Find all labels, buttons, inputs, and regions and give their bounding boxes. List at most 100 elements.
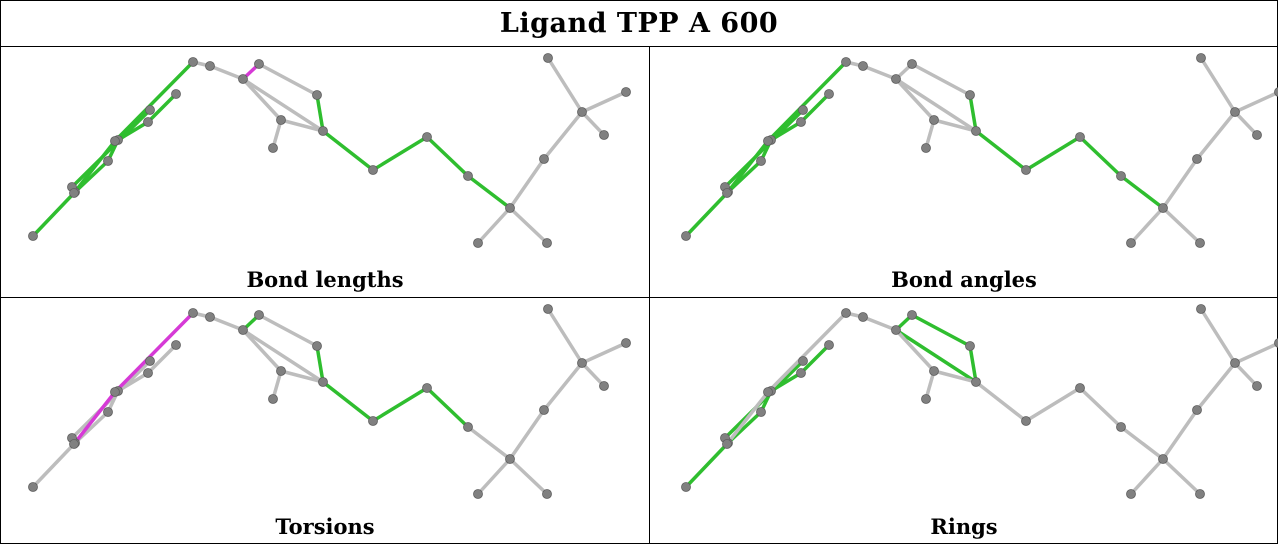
atom xyxy=(841,308,851,318)
atom xyxy=(599,381,609,391)
bond xyxy=(1119,174,1165,210)
bond xyxy=(766,60,848,143)
atom xyxy=(1158,203,1168,213)
bond xyxy=(371,135,429,172)
atom xyxy=(422,383,432,393)
bond xyxy=(31,190,77,238)
atom xyxy=(756,156,766,166)
bond xyxy=(1129,206,1165,245)
atom xyxy=(824,89,834,99)
atom xyxy=(722,439,732,449)
bond xyxy=(1119,425,1165,461)
molecule-diagram xyxy=(681,53,1278,248)
bond xyxy=(542,110,584,161)
atom xyxy=(1021,416,1031,426)
bond xyxy=(1161,408,1199,461)
atom xyxy=(145,356,155,366)
panel-label: Torsions xyxy=(275,514,375,539)
bond xyxy=(974,129,1028,172)
atom xyxy=(368,165,378,175)
bond xyxy=(72,139,117,195)
bond xyxy=(279,118,325,133)
atom xyxy=(1274,87,1278,97)
atom xyxy=(1274,338,1278,348)
atom xyxy=(798,356,808,366)
bond xyxy=(113,60,195,143)
atom xyxy=(473,238,483,248)
bond xyxy=(1024,135,1082,172)
atom xyxy=(722,188,732,198)
atom xyxy=(907,59,917,69)
atom xyxy=(965,341,975,351)
bond xyxy=(146,343,178,375)
bond xyxy=(580,341,628,365)
atom xyxy=(463,171,473,181)
atom xyxy=(1192,405,1202,415)
bond xyxy=(725,139,770,195)
bond xyxy=(580,90,628,114)
bond xyxy=(146,92,178,124)
atom xyxy=(238,325,248,335)
atom xyxy=(1116,171,1126,181)
atom xyxy=(103,407,113,417)
bond xyxy=(1233,361,1259,388)
bond xyxy=(466,425,512,461)
atom xyxy=(254,310,264,320)
atom xyxy=(1075,132,1085,142)
bond xyxy=(546,307,584,365)
atom xyxy=(858,312,868,322)
bond xyxy=(1161,457,1202,496)
atom xyxy=(921,394,931,404)
molecule-diagram xyxy=(28,304,631,499)
bond xyxy=(321,129,375,172)
panel-label: Bond angles xyxy=(891,267,1037,292)
atom xyxy=(171,340,181,350)
atom xyxy=(543,304,553,314)
panel-torsions: Torsions xyxy=(0,297,650,544)
bond xyxy=(208,64,245,81)
atom xyxy=(238,74,248,84)
atom xyxy=(69,188,79,198)
bond xyxy=(315,344,325,384)
panel-label: Bond lengths xyxy=(246,267,404,292)
bond xyxy=(974,380,1028,423)
bond xyxy=(321,380,375,423)
bond xyxy=(72,390,117,446)
atom xyxy=(796,117,806,127)
atom xyxy=(110,387,120,397)
atom xyxy=(505,203,515,213)
panel-rings: Rings xyxy=(650,297,1278,544)
atom xyxy=(1230,358,1240,368)
bond xyxy=(894,328,978,384)
atom xyxy=(143,368,153,378)
bond xyxy=(279,369,325,384)
bond xyxy=(508,408,546,461)
atom xyxy=(276,366,286,376)
bond xyxy=(257,313,319,348)
bond xyxy=(208,315,245,332)
bond xyxy=(371,386,429,423)
atom xyxy=(681,482,691,492)
atom xyxy=(318,377,328,387)
atom xyxy=(1075,383,1085,393)
atom xyxy=(422,132,432,142)
bond xyxy=(476,457,512,496)
atom xyxy=(473,489,483,499)
atom xyxy=(1195,489,1205,499)
atom xyxy=(763,136,773,146)
atom xyxy=(1252,130,1262,140)
atom xyxy=(312,341,322,351)
atom xyxy=(1158,454,1168,464)
bond xyxy=(1129,457,1165,496)
atom xyxy=(971,126,981,136)
bond xyxy=(580,361,606,388)
atom xyxy=(318,126,328,136)
bond xyxy=(241,77,325,133)
bond xyxy=(1233,90,1278,114)
atom xyxy=(921,143,931,153)
atom xyxy=(965,90,975,100)
bond xyxy=(1078,386,1123,429)
atom xyxy=(929,366,939,376)
table-title: Ligand TPP A 600 xyxy=(499,7,779,39)
bond xyxy=(910,62,972,97)
